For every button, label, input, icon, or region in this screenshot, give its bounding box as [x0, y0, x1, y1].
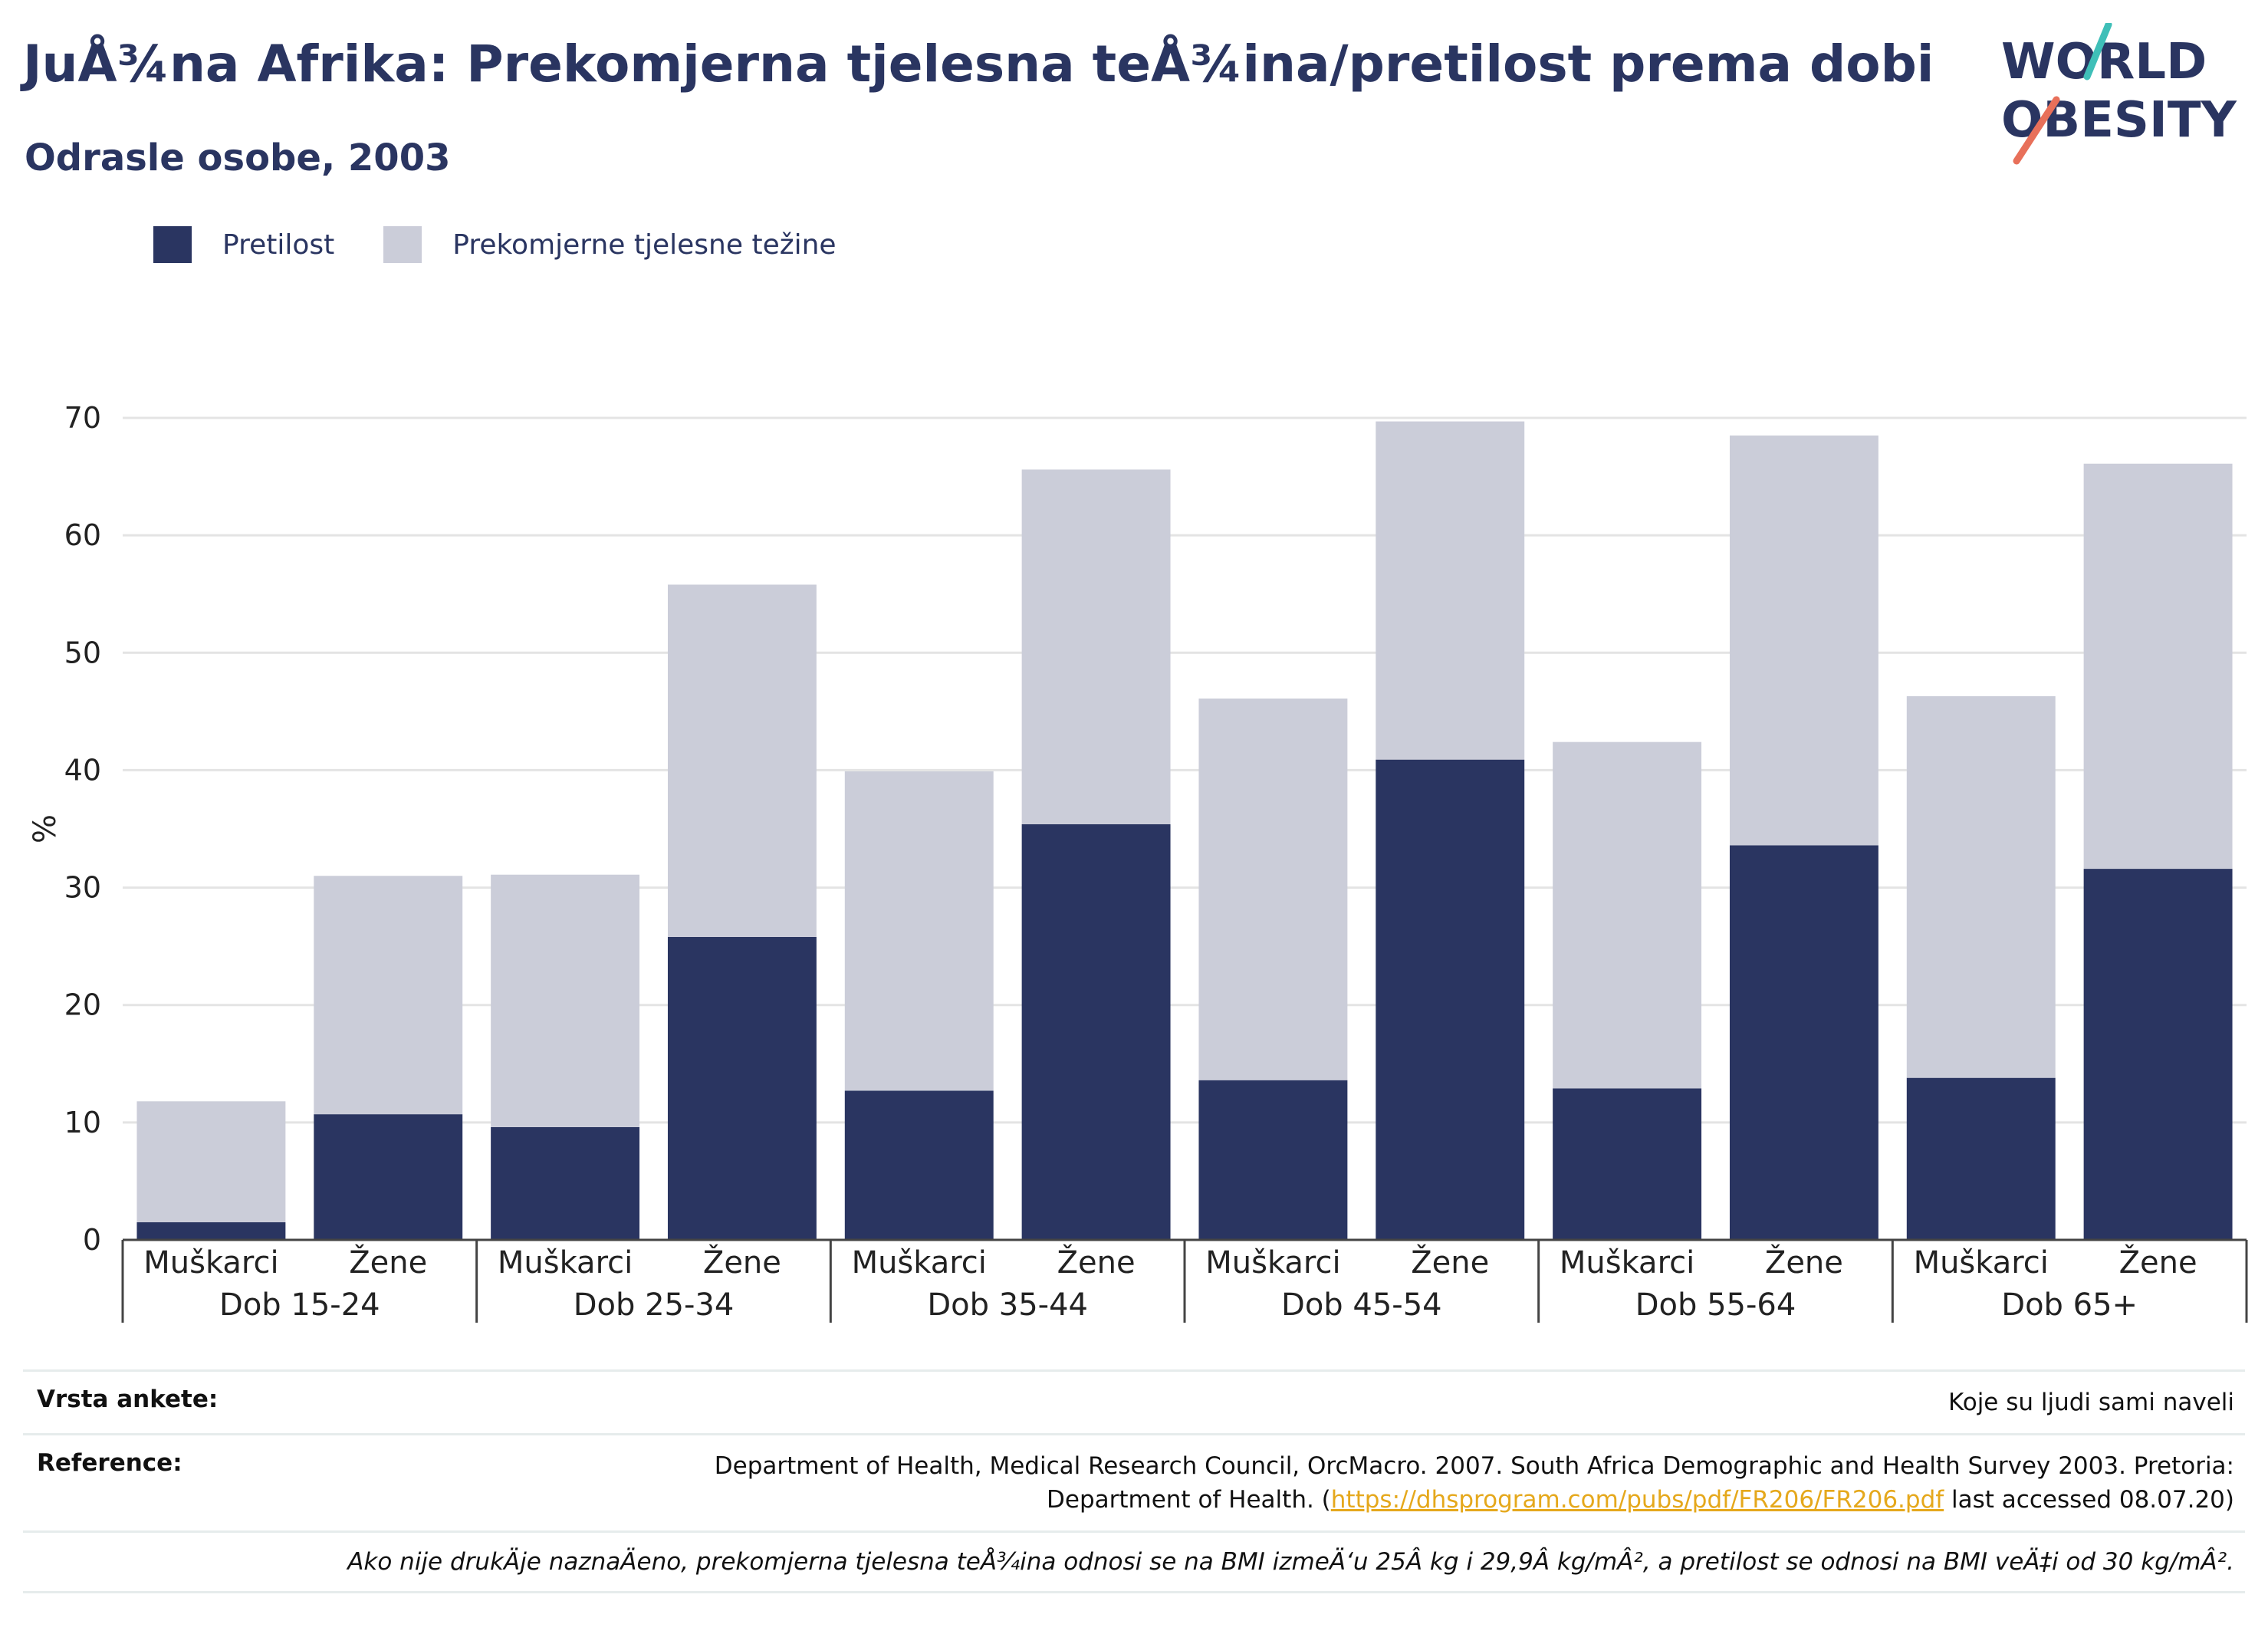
bar-prekomjerna: [667, 584, 817, 937]
bar-prekomjerna: [2083, 463, 2233, 870]
reference-value: Department of Health, Medical Research C…: [715, 1449, 2234, 1517]
x-tick-label: Muškarci: [1205, 1245, 1340, 1281]
reference-line1: Department of Health, Medical Research C…: [714, 1452, 2234, 1480]
bar-pretilost: [1906, 1077, 2056, 1240]
logo-accent-coral: [2013, 96, 2060, 165]
bar-pretilost: [1198, 1080, 1348, 1240]
survey-type-value: Koje su ljudi sami naveli: [1948, 1389, 2234, 1416]
x-tick-label: Muškarci: [1560, 1245, 1694, 1281]
bar-pretilost: [1376, 759, 1525, 1240]
x-tick-label: Žene: [1765, 1244, 1843, 1281]
bar-prekomjerna: [1553, 741, 1702, 1089]
bar-pretilost: [136, 1222, 286, 1240]
bar-prekomjerna: [491, 874, 640, 1127]
world-obesity-logo: WORLD OBESITY: [2001, 23, 2237, 165]
bar-prekomjerna: [314, 876, 463, 1115]
chart-subtitle: Odrasle osobe, 2003: [25, 136, 451, 179]
x-tick-label: Žene: [349, 1244, 427, 1281]
reference-label: Reference:: [37, 1449, 182, 1477]
x-tick-label: Muškarci: [143, 1245, 278, 1281]
bar-prekomjerna: [1376, 421, 1525, 760]
stacked-bar-chart: 0 10 20 30 40 50 60 70% Muškarci Žene Muškarci Žene…: [28, 401, 2248, 1323]
legend-swatch-pretilost: [153, 226, 192, 263]
logo-accent-teal: [2083, 23, 2112, 81]
group-label: Dob 35-44: [927, 1287, 1088, 1323]
reference-row: Reference: Department of Health, Medical…: [23, 1433, 2245, 1530]
chart-legend: Pretilost Prekomjerne tjelesne težine: [153, 226, 886, 263]
y-tick-label: 60: [64, 518, 101, 552]
definition-note: Ako nije drukÄje naznaÄeno, prekomjerna …: [23, 1530, 2245, 1593]
x-tick-label: Žene: [1411, 1244, 1489, 1281]
chart-title: JuÅ¾na Afrika: Prekomjerna tjelesna teÅ¾…: [23, 35, 1934, 94]
bar-pretilost: [491, 1126, 640, 1240]
x-tick-label: Žene: [703, 1244, 781, 1281]
y-tick-label: 70: [64, 401, 101, 435]
x-tick-label: Muškarci: [498, 1245, 633, 1281]
legend-label-pretilost: Pretilost: [222, 228, 335, 261]
bar-prekomjerna: [1906, 695, 2056, 1078]
group-label: Dob 45-54: [1281, 1287, 1442, 1323]
legend-item-prekomjerna: Prekomjerne tjelesne težine: [383, 226, 837, 263]
bar-prekomjerna: [1021, 469, 1171, 824]
y-tick-label: 40: [64, 753, 101, 787]
x-tick-label: Muškarci: [1914, 1245, 2049, 1281]
bar-pretilost: [2083, 869, 2233, 1240]
y-tick-label: 50: [64, 636, 101, 669]
survey-type-row: Vrsta ankete: Koje su ljudi sami naveli: [23, 1369, 2245, 1433]
y-axis-label: %: [28, 814, 63, 843]
survey-type-label: Vrsta ankete:: [37, 1386, 219, 1413]
y-tick-label: 20: [64, 988, 101, 1022]
bar-pretilost: [844, 1090, 994, 1240]
legend-item-pretilost: Pretilost: [153, 226, 334, 263]
y-tick-label: 30: [64, 871, 101, 905]
group-label: Dob 55-64: [1635, 1287, 1796, 1323]
x-tick-label: Muškarci: [852, 1245, 987, 1281]
reference-link[interactable]: https://dhsprogram.com/pubs/pdf/FR206/FR…: [1330, 1486, 1944, 1514]
group-label: Dob 15-24: [219, 1287, 380, 1323]
bar-pretilost: [1021, 824, 1171, 1240]
chart-footer: Vrsta ankete: Koje su ljudi sami naveli …: [23, 1369, 2245, 1593]
y-tick-label: 0: [83, 1223, 101, 1257]
x-tick-label: Žene: [1057, 1244, 1136, 1281]
bar-pretilost: [667, 936, 817, 1240]
legend-swatch-prekomjerna: [383, 226, 422, 263]
y-tick-label: 10: [64, 1106, 101, 1139]
bar-prekomjerna: [1729, 435, 1878, 846]
bar-pretilost: [1553, 1088, 1702, 1240]
reference-line2-post: last accessed 08.07.20): [1944, 1486, 2234, 1514]
bar-pretilost: [1729, 845, 1878, 1240]
bar-prekomjerna: [136, 1101, 286, 1223]
legend-label-prekomjerna: Prekomjerne tjelesne težine: [452, 228, 837, 261]
bar-prekomjerna: [844, 771, 994, 1091]
bar-prekomjerna: [1198, 699, 1348, 1080]
reference-line2-pre: Department of Health. (: [1047, 1486, 1331, 1514]
group-label: Dob 65+: [2001, 1287, 2138, 1323]
bar-pretilost: [314, 1114, 463, 1240]
x-tick-label: Žene: [2119, 1244, 2197, 1281]
group-label: Dob 25-34: [574, 1287, 735, 1323]
